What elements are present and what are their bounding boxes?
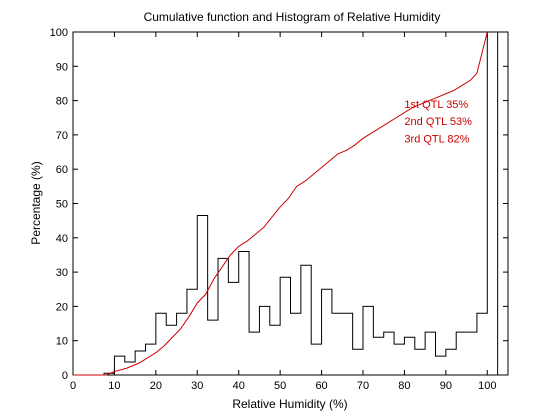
histogram-bar-36 (477, 313, 487, 375)
histogram-bar-4 (146, 344, 156, 375)
y-tick-label-10: 100 (50, 27, 68, 39)
x-tick-label-8: 80 (398, 380, 410, 392)
x-tick-label-4: 40 (233, 380, 245, 392)
y-axis-title: Percentage (%) (29, 161, 43, 244)
histogram-outline (103, 31, 499, 375)
x-tick-label-5: 50 (274, 380, 286, 392)
histogram-bar-13 (239, 252, 249, 375)
histogram-bar-11 (218, 258, 228, 375)
x-tick-label-10: 100 (478, 380, 496, 392)
histogram-bar-25 (363, 306, 373, 375)
x-tick-label-3: 30 (191, 380, 203, 392)
histogram-bar-6 (166, 325, 176, 375)
x-axis-title: Relative Humidity (%) (232, 397, 347, 411)
y-tick-label-3: 30 (56, 267, 68, 279)
histogram-bar-17 (280, 277, 290, 375)
quantile-label-3: 3rd QTL 82% (404, 133, 469, 145)
histogram-bar-23 (342, 313, 352, 375)
histogram-bar-19 (301, 265, 311, 375)
chart-title: Cumulative function and Histogram of Rel… (144, 10, 441, 24)
histogram-bar-14 (249, 332, 259, 375)
histogram-bar-28 (394, 344, 404, 375)
histogram-bar-21 (322, 289, 332, 375)
histogram-bar-31 (425, 332, 435, 375)
y-tick-label-7: 70 (56, 130, 68, 142)
histogram-bar-29 (404, 337, 414, 375)
quantile-label-1: 1st QTL 35% (404, 99, 468, 111)
histogram-bar-27 (384, 332, 394, 375)
histogram-bar-37 (487, 32, 497, 375)
quantile-annotations: 1st QTL 35% 2nd QTL 53% 3rd QTL 82% (404, 99, 472, 145)
cumulative-line (73, 31, 488, 376)
x-axis: 0 10 20 30 40 50 60 70 80 90 100 (70, 32, 496, 392)
plot-area (72, 31, 509, 376)
histogram-bar-35 (467, 332, 477, 375)
histogram-bar-3 (135, 351, 145, 375)
histogram-bar-1 (114, 356, 124, 375)
y-tick-label-0: 0 (62, 370, 68, 382)
histogram (103, 31, 499, 375)
histogram-bar-5 (156, 313, 166, 375)
histogram-bar-16 (270, 325, 280, 375)
histogram-bar-18 (291, 313, 301, 375)
histogram-bar-30 (415, 349, 425, 375)
y-tick-label-2: 20 (56, 301, 68, 313)
histogram-bar-20 (311, 344, 321, 375)
histogram-bar-12 (228, 282, 238, 375)
histogram-bar-32 (436, 356, 446, 375)
histogram-bar-9 (197, 216, 207, 375)
x-tick-label-0: 0 (70, 380, 76, 392)
histogram-bar-26 (373, 337, 383, 375)
y-tick-label-8: 80 (56, 96, 68, 108)
x-tick-label-1: 10 (108, 380, 120, 392)
y-tick-label-4: 40 (56, 233, 68, 245)
y-tick-label-6: 60 (56, 164, 68, 176)
histogram-bar-15 (259, 306, 269, 375)
histogram-bar-24 (353, 349, 363, 375)
x-tick-label-2: 20 (150, 380, 162, 392)
histogram-bar-22 (332, 313, 342, 375)
y-tick-label-5: 50 (56, 199, 68, 211)
cumulative-series (73, 31, 488, 376)
histogram-bar-34 (456, 332, 466, 375)
quantile-label-2: 2nd QTL 53% (404, 116, 472, 128)
histogram-bar-8 (187, 289, 197, 375)
y-tick-label-1: 10 (56, 336, 68, 348)
histogram-bar-33 (446, 349, 456, 375)
histogram-bar-10 (208, 320, 218, 375)
x-tick-label-6: 60 (315, 380, 327, 392)
x-tick-label-7: 70 (357, 380, 369, 392)
x-tick-label-9: 90 (440, 380, 452, 392)
y-tick-label-9: 90 (56, 61, 68, 73)
y-axis: 0 10 20 30 40 50 60 70 80 90 100 (50, 27, 508, 382)
